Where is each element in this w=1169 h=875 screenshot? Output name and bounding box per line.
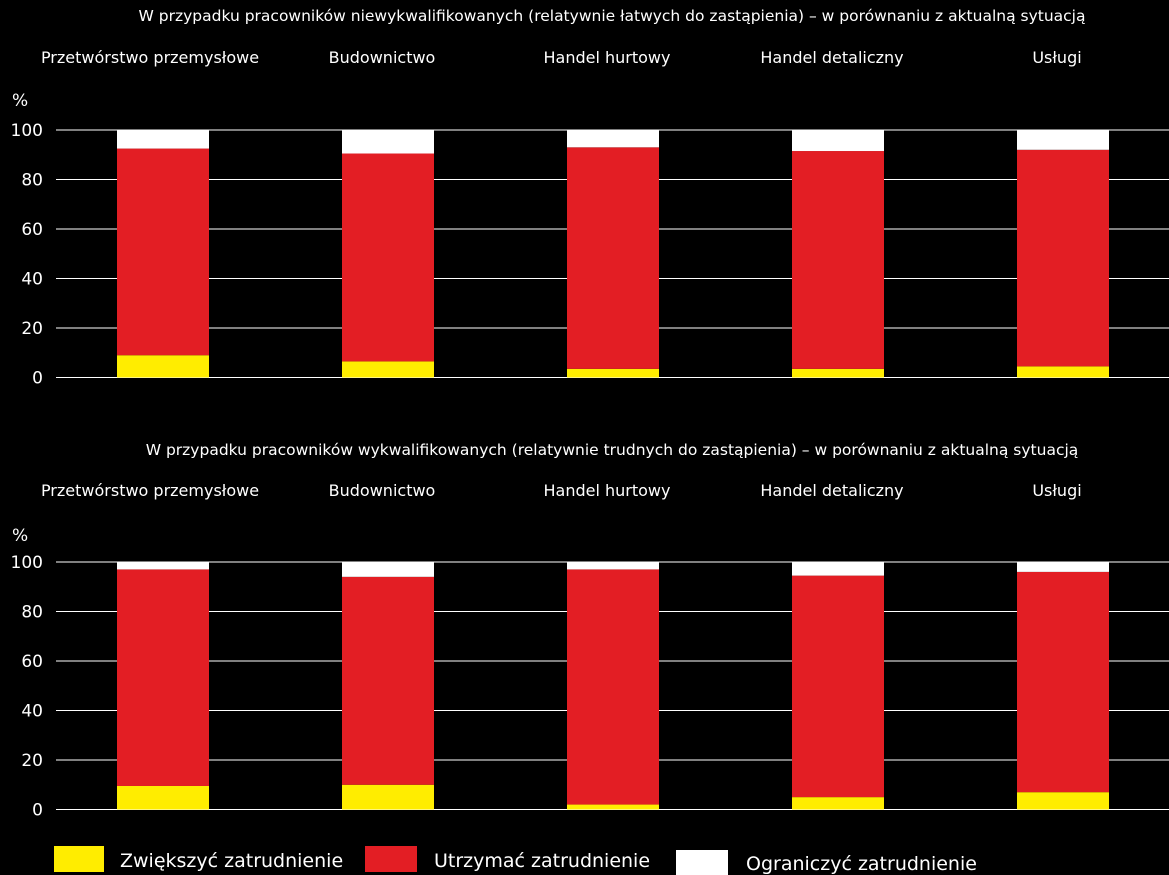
- legend-swatch-reduce: [676, 850, 728, 875]
- y-tick-label: 80: [21, 171, 43, 191]
- y-tick-label: 40: [21, 270, 43, 290]
- bar-segment-maintain: [342, 576, 434, 785]
- y-tick-label: 100: [11, 553, 43, 573]
- category-label: Handel hurtowy: [544, 481, 671, 500]
- chart-panel-skilled: W przypadku pracowników wykwalifikowanyc…: [11, 441, 1169, 821]
- y-tick-label: 60: [21, 220, 43, 240]
- bar-segment-reduce: [117, 562, 209, 570]
- y-tick-label: 20: [21, 751, 43, 771]
- category-label: Handel detaliczny: [760, 481, 903, 500]
- bar-segment-maintain: [1017, 149, 1109, 367]
- legend-swatch-increase: [54, 846, 104, 872]
- bar-segment-increase: [1017, 366, 1109, 378]
- category-label: Handel detaliczny: [760, 48, 903, 67]
- bar-segment-reduce: [567, 130, 659, 148]
- bar-segment-reduce: [792, 130, 884, 152]
- y-axis-unit: %: [12, 91, 28, 111]
- y-tick-label: 80: [21, 603, 43, 623]
- legend-swatch-maintain: [365, 846, 417, 872]
- bar-segment-increase: [567, 368, 659, 378]
- chart-title: W przypadku pracowników wykwalifikowanyc…: [146, 441, 1079, 459]
- category-label: Budownictwo: [329, 481, 436, 500]
- legend-label-reduce: Ograniczyć zatrudnienie: [746, 853, 977, 875]
- bar-segment-increase: [792, 368, 884, 378]
- bar-segment-reduce: [117, 130, 209, 149]
- bar-segment-increase: [342, 784, 434, 810]
- bar-segment-reduce: [567, 562, 659, 570]
- y-tick-label: 40: [21, 702, 43, 722]
- bar-segment-reduce: [342, 562, 434, 577]
- bar-segment-increase: [567, 804, 659, 810]
- bar-segment-maintain: [117, 148, 209, 356]
- bar-segment-increase: [117, 785, 209, 810]
- bar-segment-maintain: [567, 569, 659, 805]
- bar-segment-increase: [1017, 792, 1109, 810]
- bar-segment-maintain: [117, 569, 209, 786]
- y-axis-unit: %: [12, 526, 28, 546]
- category-label: Handel hurtowy: [544, 48, 671, 67]
- legend: Zwiększyć zatrudnienie Utrzymać zatrudnie…: [54, 846, 977, 875]
- bar-segment-increase: [117, 355, 209, 378]
- y-tick-label: 20: [21, 319, 43, 339]
- bar-segment-maintain: [342, 153, 434, 362]
- bar-segment-reduce: [1017, 562, 1109, 572]
- bar-segment-increase: [342, 361, 434, 378]
- category-label: Usługi: [1032, 481, 1081, 500]
- y-tick-label: 100: [11, 121, 43, 141]
- y-tick-label: 0: [32, 801, 43, 821]
- bar-segment-maintain: [792, 575, 884, 798]
- bar-segment-reduce: [1017, 130, 1109, 150]
- chart-panel-unskilled: W przypadku pracowników niewykwalifikowa…: [11, 7, 1169, 389]
- category-label: Usługi: [1032, 48, 1081, 67]
- category-label: Przetwórstwo przemysłowe: [41, 48, 259, 67]
- bar-segment-maintain: [567, 147, 659, 369]
- bar-segment-maintain: [1017, 571, 1109, 793]
- category-label: Przetwórstwo przemysłowe: [41, 481, 259, 500]
- bar-segment-maintain: [792, 151, 884, 369]
- legend-label-increase: Zwiększyć zatrudnienie: [120, 850, 343, 872]
- y-tick-label: 0: [32, 369, 43, 389]
- bar-segment-reduce: [792, 562, 884, 576]
- y-tick-label: 60: [21, 652, 43, 672]
- bar-segment-reduce: [342, 130, 434, 154]
- bar-segment-increase: [792, 797, 884, 810]
- legend-label-maintain: Utrzymać zatrudnienie: [434, 850, 650, 872]
- chart-title: W przypadku pracowników niewykwalifikowa…: [139, 7, 1086, 25]
- category-label: Budownictwo: [329, 48, 436, 67]
